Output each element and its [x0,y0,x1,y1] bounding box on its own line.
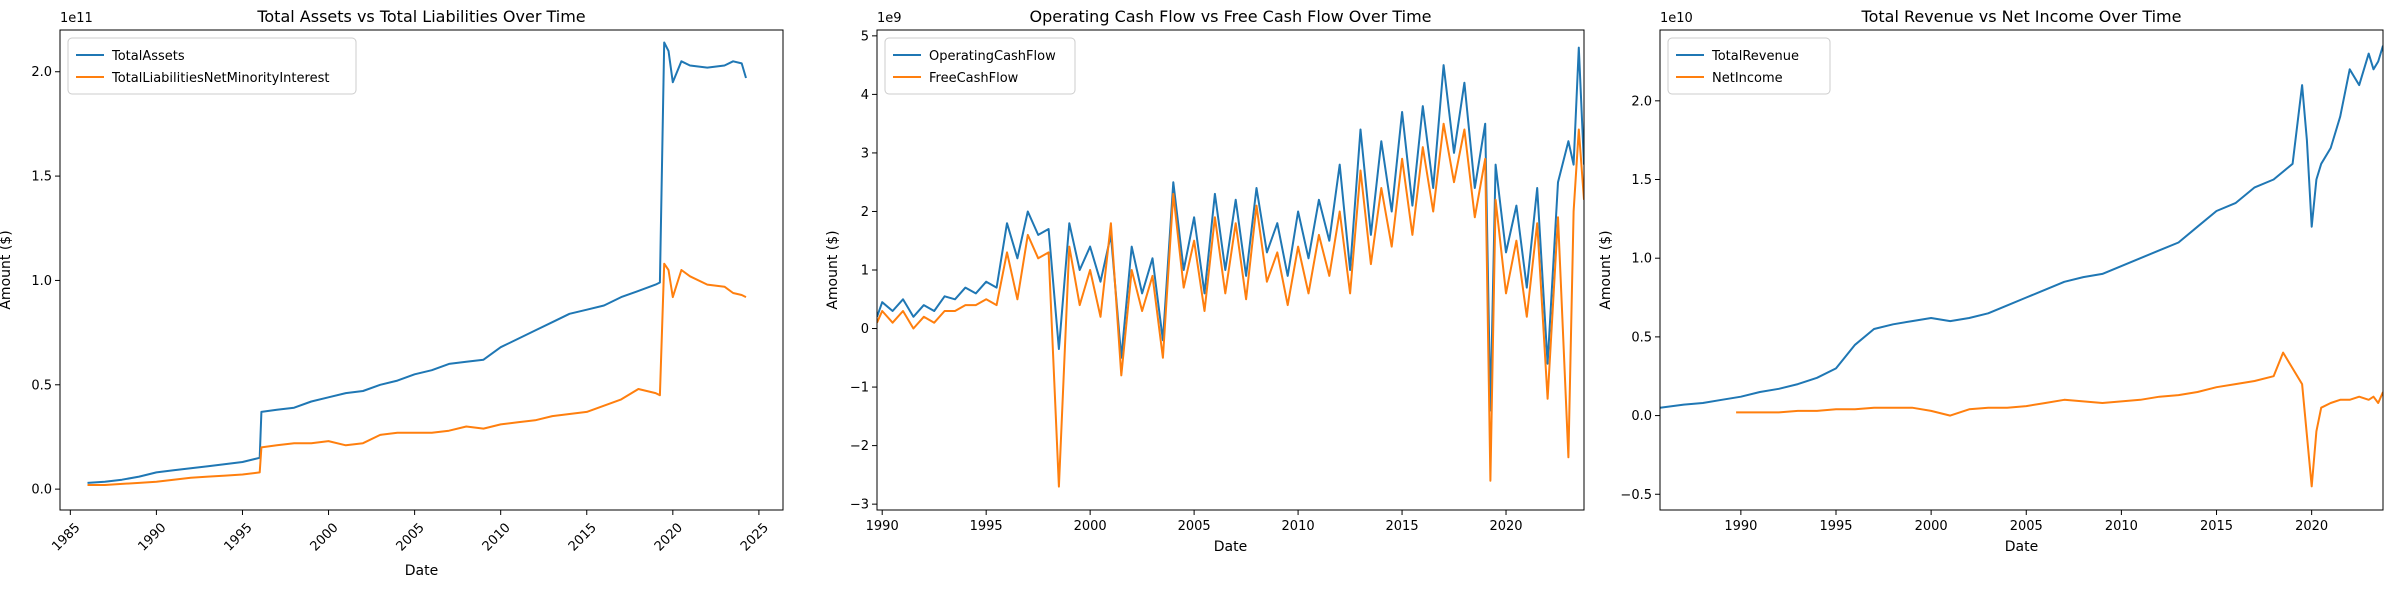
plot-frame [876,29,1585,511]
x-tick-label: 2015 [1386,519,1419,534]
x-tick-label: 2000 [1915,519,1948,534]
series-line-NetIncome [1736,351,2383,488]
y-tick-label: 1.0 [31,274,52,289]
x-tick-label: 1995 [1819,519,1852,534]
chart-panel-2: Operating Cash Flow vs Free Cash Flow Ov… [825,7,1585,555]
legend-label: TotalRevenue [1711,49,1799,64]
y-axis-label: Amount ($) [0,230,14,309]
legend-label: TotalAssets [111,49,185,64]
x-tick-label: 2015 [566,520,600,554]
legend-label: FreeCashFlow [929,71,1019,86]
x-tick-label: 2000 [1074,519,1107,534]
y-tick-label: 1.5 [1631,173,1652,188]
x-tick-label: 1995 [970,519,1003,534]
x-axis-label: Date [1214,539,1247,555]
y-tick-label: 2.0 [1631,94,1652,109]
chart-title: Total Revenue vs Net Income Over Time [1861,7,2182,26]
y-tick-label: 0.0 [31,483,52,498]
y-tick-label: 5 [861,29,869,44]
series-line-OperatingCashFlow [877,46,1584,412]
chart-panel-1: Total Assets vs Total Liabilities Over T… [0,7,784,579]
y-offset-label: 1e10 [1660,11,1693,26]
y-offset-label: 1e9 [877,11,902,26]
x-tick-label: 2020 [2295,519,2328,534]
x-tick-label: 2020 [652,520,686,554]
series-line-TotalLiabilitiesNetMinorityInterest [87,262,747,486]
x-tick-label: 1985 [49,520,83,554]
chart-title: Operating Cash Flow vs Free Cash Flow Ov… [1029,7,1431,26]
y-axis-label: Amount ($) [825,230,841,309]
y-tick-label: 0.0 [1631,409,1652,424]
legend-label: OperatingCashFlow [929,49,1056,64]
y-tick-label: 1.5 [31,170,52,185]
y-tick-label: 2.0 [31,65,52,80]
legend-box [67,37,357,95]
y-tick-label: 1.0 [1631,252,1652,267]
x-tick-label: 1990 [866,519,899,534]
x-tick-label: 2025 [738,520,772,554]
x-tick-label: 2010 [1282,519,1315,534]
y-axis-label: Amount ($) [1598,230,1614,309]
x-tick-label: 2005 [394,520,428,554]
legend-box [1667,37,1831,95]
y-tick-label: 4 [861,88,869,103]
y-tick-label: −0.5 [1620,488,1652,503]
y-tick-label: −1 [850,381,869,396]
legend-label: NetIncome [1712,71,1783,86]
x-axis-label: Date [405,563,438,579]
x-tick-label: 2000 [308,520,342,554]
y-tick-label: 2 [861,205,869,220]
x-tick-label: 1990 [1724,519,1757,534]
plot-frame [59,29,784,511]
y-tick-label: −3 [850,498,869,513]
y-tick-label: 3 [861,146,869,161]
x-tick-label: 2015 [2200,519,2233,534]
y-offset-label: 1e11 [60,11,93,26]
x-tick-label: 2020 [1489,519,1522,534]
x-tick-label: 1990 [135,520,169,554]
series-line-TotalRevenue [1660,45,2383,409]
y-tick-label: 0.5 [31,378,52,393]
x-axis-label: Date [2005,539,2038,555]
legend-box [884,37,1076,95]
y-tick-label: −2 [850,439,869,454]
x-tick-label: 2005 [1178,519,1211,534]
chart-title: Total Assets vs Total Liabilities Over T… [256,7,585,26]
x-tick-label: 2010 [480,520,514,554]
series-line-TotalAssets [87,41,747,484]
x-tick-label: 1995 [222,520,256,554]
y-tick-label: 0 [861,322,869,337]
y-tick-label: 0.5 [1631,330,1652,345]
plot-frame [1659,29,2384,511]
x-tick-label: 2010 [2105,519,2138,534]
chart-panel-3: Total Revenue vs Net Income Over Time 1e1… [1598,7,2384,555]
series-line-FreeCashFlow [877,122,1584,488]
y-tick-label: 1 [861,264,869,279]
legend-label: TotalLiabilitiesNetMinorityInterest [111,71,329,86]
x-tick-label: 2005 [2010,519,2043,534]
